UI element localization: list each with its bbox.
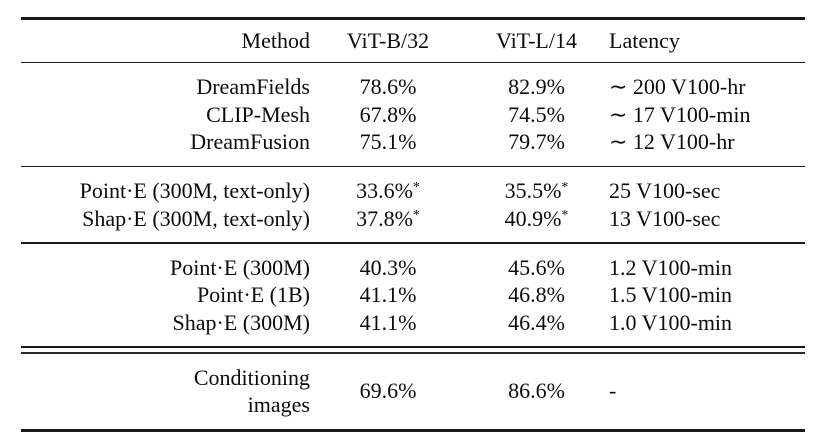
vit-b32-cell: 37.8%* <box>310 205 466 233</box>
value: 67.8% <box>359 101 417 127</box>
header-vit-l14: ViT-L/14 <box>496 28 577 53</box>
value: 46.4% <box>508 309 565 335</box>
value: 41.1% <box>359 282 417 307</box>
value: 79.7% <box>508 129 565 154</box>
table-mid-rule-3 <box>21 242 805 244</box>
method-line-1: Conditioning <box>193 364 310 390</box>
table-header: Method ViT-B/32 ViT-L/14 Latency <box>21 20 805 62</box>
value: 46.8% <box>508 282 565 307</box>
table-row: CLIP-Mesh 67.8% 74.5% ∼ 17 V100-min <box>21 101 805 129</box>
value: 75.1% <box>359 129 417 154</box>
method-line-2: images <box>247 392 310 417</box>
value: 69.6% <box>359 378 417 404</box>
vit-l14-cell: 82.9% <box>466 73 607 101</box>
table-row: Point·E (300M) 40.3% 45.6% 1.2 V100-min <box>21 254 805 282</box>
vit-b32-cell: 67.8% <box>310 101 466 129</box>
header-vit-b32: ViT-B/32 <box>346 28 430 53</box>
results-table: Method ViT-B/32 ViT-L/14 Latency DreamFi… <box>21 17 805 432</box>
table-bottom-rule <box>21 428 805 432</box>
vit-b32-cell: 41.1% <box>310 281 466 309</box>
value: 41.1% <box>359 309 417 335</box>
vit-l14-cell: 46.4% <box>466 309 607 337</box>
table-row: Shap·E (300M, text-only) 37.8%* 40.9%* 1… <box>21 205 805 233</box>
method-cell: Conditioning images <box>21 364 310 419</box>
asterisk-marker: * <box>561 180 569 195</box>
value: 37.8% <box>356 205 413 231</box>
value: 45.6% <box>508 254 565 280</box>
double-rule-bottom-line <box>21 351 805 354</box>
header-method: Method <box>241 28 310 53</box>
latency-cell: 25 V100-sec <box>609 178 721 203</box>
vit-l14-cell: 35.5%* <box>466 177 607 205</box>
latency-cell: ∼ 200 V100-hr <box>609 74 746 99</box>
method-cell: Point·E (300M) <box>170 254 310 280</box>
vit-b32-cell: 78.6% <box>310 73 466 101</box>
vit-l14-cell: 46.8% <box>466 281 607 309</box>
value: 78.6% <box>359 74 417 99</box>
latency-cell: 1.5 V100-min <box>609 282 733 307</box>
value: 33.6% <box>356 178 413 203</box>
table-row: Shap·E (300M) 41.1% 46.4% 1.0 V100-min <box>21 309 805 337</box>
vit-b32-cell: 75.1% <box>310 128 466 156</box>
vit-l14-cell: 79.7% <box>466 128 607 156</box>
method-cell: Point·E (1B) <box>196 282 310 307</box>
section-image-conditioned-models: Point·E (300M) 40.3% 45.6% 1.2 V100-min … <box>21 244 805 347</box>
vit-l14-cell: 45.6% <box>466 254 607 282</box>
table-top-rule <box>21 17 805 20</box>
table-row: Point·E (1B) 41.1% 46.8% 1.5 V100-min <box>21 281 805 309</box>
table-row: Conditioning images 69.6% 86.6% - <box>21 364 805 419</box>
asterisk-marker: * <box>412 207 420 223</box>
method-cell: Shap·E (300M) <box>172 309 310 335</box>
value: 35.5% <box>504 178 562 203</box>
vit-b32-cell: 33.6%* <box>310 177 466 205</box>
table-mid-rule-2 <box>21 165 805 167</box>
vit-b32-cell: 41.1% <box>310 309 466 337</box>
latency-cell: 13 V100-sec <box>609 205 721 231</box>
latency-cell: 1.2 V100-min <box>609 254 733 280</box>
latency-cell: 1.0 V100-min <box>609 309 733 335</box>
double-rule-top-line <box>21 346 805 348</box>
value: 86.6% <box>508 378 565 404</box>
method-cell: CLIP-Mesh <box>206 101 310 127</box>
method-cell: Point·E (300M, text-only) <box>79 178 310 203</box>
vit-l14-cell: 74.5% <box>466 101 607 129</box>
section-text-only-models: Point·E (300M, text-only) 33.6%* 35.5%* … <box>21 167 805 242</box>
section-conditioning-images: Conditioning images 69.6% 86.6% - <box>21 354 805 429</box>
section-optimization-baselines: DreamFields 78.6% 82.9% ∼ 200 V100-hr CL… <box>21 63 805 166</box>
asterisk-marker: * <box>561 207 569 223</box>
vit-b32-cell: 69.6% <box>310 377 466 405</box>
double-rule-gap <box>21 348 805 352</box>
vit-l14-cell: 40.9%* <box>466 205 607 233</box>
table-row: DreamFields 78.6% 82.9% ∼ 200 V100-hr <box>21 73 805 101</box>
method-cell: Shap·E (300M, text-only) <box>82 205 310 231</box>
header-latency: Latency <box>609 28 680 53</box>
value: 74.5% <box>508 101 565 127</box>
header-row: Method ViT-B/32 ViT-L/14 Latency <box>21 27 805 55</box>
value: 40.3% <box>359 254 417 280</box>
vit-l14-cell: 86.6% <box>466 377 607 405</box>
table-row: DreamFusion 75.1% 79.7% ∼ 12 V100-hr <box>21 128 805 156</box>
method-cell: DreamFusion <box>190 129 310 154</box>
table-mid-rule-1 <box>21 61 805 63</box>
asterisk-marker: * <box>412 180 420 195</box>
latency-cell: - <box>609 378 617 404</box>
latency-cell: ∼ 17 V100-min <box>609 101 751 127</box>
value: 40.9% <box>504 205 562 231</box>
table-double-rule <box>21 346 805 354</box>
vit-b32-cell: 40.3% <box>310 254 466 282</box>
method-cell: DreamFields <box>196 74 310 99</box>
value: 82.9% <box>508 74 565 99</box>
latency-cell: ∼ 12 V100-hr <box>609 129 735 154</box>
table-row: Point·E (300M, text-only) 33.6%* 35.5%* … <box>21 177 805 205</box>
